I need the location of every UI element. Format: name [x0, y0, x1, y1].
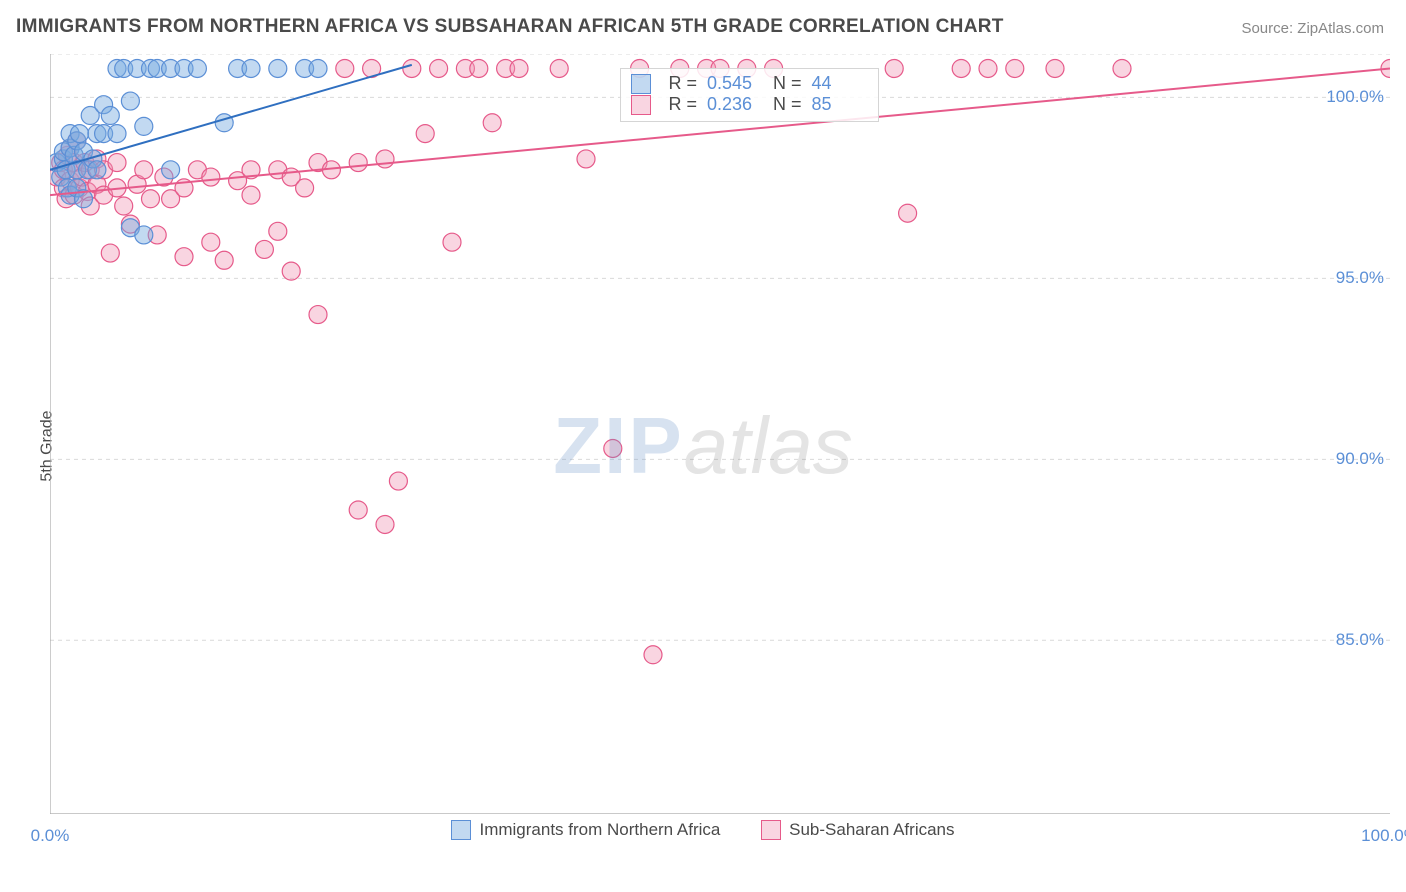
legend-row: R = 0.545 N = 44 [631, 73, 868, 94]
legend-swatch-icon [761, 820, 781, 840]
plot-area [50, 54, 1390, 814]
legend-label: Immigrants from Northern Africa [479, 820, 720, 840]
legend-N-label: N = [773, 73, 802, 94]
legend-swatch-icon [631, 74, 651, 94]
chart-title: IMMIGRANTS FROM NORTHERN AFRICA VS SUBSA… [16, 16, 1004, 38]
legend-N-label: N = [773, 94, 802, 115]
legend-correlation-box: R = 0.545 N = 44 R = 0.236 N = 85 [620, 68, 879, 122]
legend-swatch-icon [631, 95, 651, 115]
legend-bottom: Immigrants from Northern Africa Sub-Saha… [0, 820, 1406, 845]
legend-row: R = 0.236 N = 85 [631, 94, 868, 115]
legend-R-value: 0.545 [707, 73, 763, 94]
legend-swatch-icon [451, 820, 471, 840]
legend-R-value: 0.236 [707, 94, 763, 115]
legend-item-northern: Immigrants from Northern Africa [451, 820, 720, 840]
chart-container: { "title": "IMMIGRANTS FROM NORTHERN AFR… [0, 0, 1406, 892]
legend-N-value: 44 [812, 73, 868, 94]
legend-N-value: 85 [812, 94, 868, 115]
legend-R-label: R = [669, 73, 698, 94]
source-attribution: Source: ZipAtlas.com [1241, 20, 1384, 37]
scatter-svg [50, 54, 1390, 814]
legend-R-label: R = [669, 94, 698, 115]
legend-label: Sub-Saharan Africans [789, 820, 954, 840]
legend-item-subsaharan: Sub-Saharan Africans [761, 820, 954, 840]
